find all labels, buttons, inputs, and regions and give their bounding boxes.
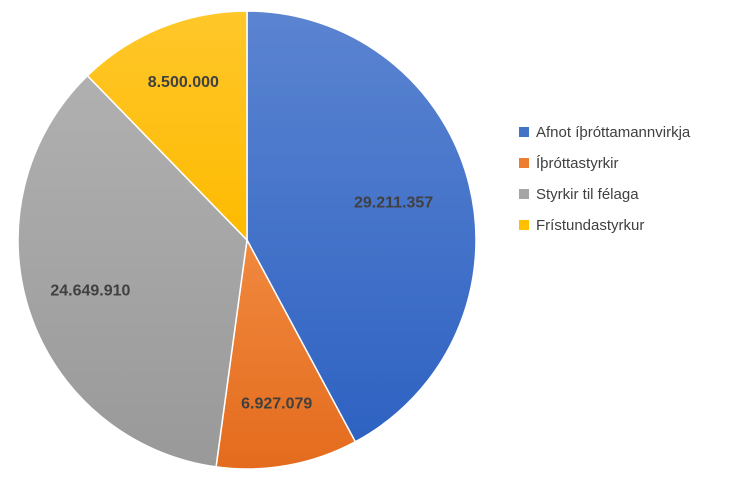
- legend-label: Styrkir til félaga: [536, 185, 639, 203]
- slice-value-label: 6.927.079: [241, 396, 312, 413]
- chart-legend: Afnot íþróttamannvirkja Íþróttastyrkir Sty…: [519, 122, 690, 246]
- legend-item: Frístundastyrkur: [519, 215, 690, 235]
- legend-swatch: [519, 158, 529, 168]
- legend-item: Íþróttastyrkir: [519, 153, 690, 173]
- legend-swatch: [519, 189, 529, 199]
- legend-label: Frístundastyrkur: [536, 216, 645, 234]
- pie-data-labels: 29.211.357 6.927.079 24.649.910 8.500.000: [50, 74, 433, 413]
- legend-label: Afnot íþróttamannvirkja: [536, 123, 691, 141]
- slice-value-label: 8.500.000: [148, 74, 219, 91]
- pie-slice: [17, 74, 248, 468]
- legend-item: Styrkir til félaga: [519, 184, 690, 204]
- pie-slice: [215, 237, 357, 470]
- pie-slice: [86, 10, 248, 242]
- pie-slices: [17, 10, 477, 470]
- slice-value-label: 29.211.357: [354, 194, 433, 211]
- legend-swatch: [519, 220, 529, 230]
- legend-label: Íþróttastyrkir: [536, 154, 619, 172]
- legend-swatch: [519, 127, 529, 137]
- slice-value-label: 24.649.910: [50, 283, 130, 300]
- pie-slice: [246, 10, 477, 443]
- legend-item: Afnot íþróttamannvirkja: [519, 122, 690, 142]
